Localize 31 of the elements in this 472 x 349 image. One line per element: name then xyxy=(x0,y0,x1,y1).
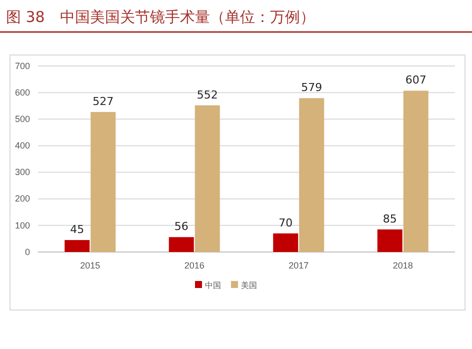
y-tick-label: 0 xyxy=(24,246,30,257)
y-tick-label: 300 xyxy=(14,167,30,178)
y-tick-label: 100 xyxy=(14,220,30,230)
x-tick-label: 2017 xyxy=(288,260,309,270)
y-tick-label: 500 xyxy=(14,114,30,124)
x-tick-label: 2018 xyxy=(392,260,413,270)
x-tick-label: 2016 xyxy=(184,260,204,270)
data-label: 527 xyxy=(92,94,114,108)
legend-label: 中国 xyxy=(205,281,221,290)
data-label: 85 xyxy=(382,212,397,226)
bar xyxy=(273,233,298,252)
y-tick-label: 200 xyxy=(14,194,30,204)
y-tick-label: 700 xyxy=(14,60,30,71)
x-tick-label: 2015 xyxy=(80,260,100,270)
bar xyxy=(377,229,402,252)
bar xyxy=(403,90,428,252)
bar xyxy=(194,105,220,252)
data-label: 579 xyxy=(301,81,322,94)
bar xyxy=(168,237,194,252)
data-label: 45 xyxy=(70,223,84,236)
chart-title: 图 38 中国美国关节镜手术量（单位：万例） xyxy=(6,8,315,26)
data-label: 607 xyxy=(405,74,426,87)
y-tick-label: 400 xyxy=(14,140,30,151)
data-label: 56 xyxy=(174,220,188,234)
data-label: 552 xyxy=(196,88,218,102)
bar xyxy=(90,112,116,252)
data-label: 70 xyxy=(278,216,293,230)
legend-label: 美国 xyxy=(241,281,257,290)
bar xyxy=(64,240,90,252)
bar xyxy=(299,98,324,252)
y-tick-label: 600 xyxy=(14,87,30,98)
